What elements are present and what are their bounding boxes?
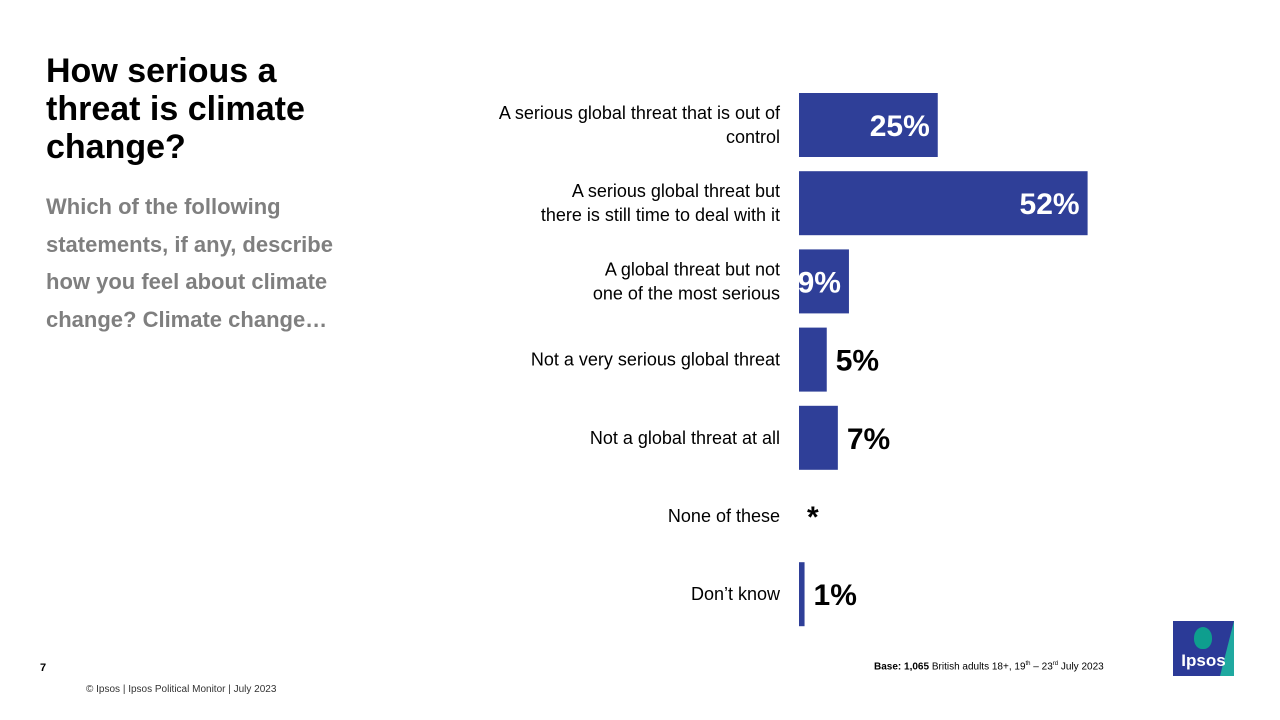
page-number: 7 bbox=[40, 662, 47, 674]
ipsos-logo: Ipsos bbox=[1173, 621, 1234, 676]
category-label: A serious global threat but bbox=[572, 181, 780, 201]
category-label: one of the most serious bbox=[593, 283, 780, 303]
bar bbox=[799, 327, 827, 392]
category-label: A global threat but not bbox=[605, 259, 780, 279]
bar bbox=[799, 93, 938, 157]
base-text-1: British adults 18+, 19 bbox=[929, 661, 1026, 673]
value-label: 25% bbox=[870, 110, 930, 143]
bar bbox=[799, 405, 838, 470]
value-label: 1% bbox=[814, 579, 857, 612]
base-label: Base: bbox=[874, 661, 902, 673]
base-sup-1: th bbox=[1025, 661, 1031, 667]
question-subtitle: Which of the following statements, if an… bbox=[46, 194, 333, 332]
base-text-2: – 23 bbox=[1030, 661, 1053, 673]
bar bbox=[799, 562, 805, 627]
value-label: 5% bbox=[836, 345, 879, 378]
value-label: * bbox=[807, 501, 819, 534]
category-label: Don’t know bbox=[691, 584, 781, 604]
page-title: How serious a threat is climate change? bbox=[46, 52, 305, 166]
logo-head-icon bbox=[1194, 627, 1212, 649]
value-label: 9% bbox=[798, 266, 841, 299]
category-label: None of these bbox=[668, 506, 780, 526]
copyright-footer: © Ipsos | Ipsos Political Monitor | July… bbox=[86, 684, 277, 695]
logo-text: Ipsos bbox=[1181, 651, 1226, 670]
value-label: 52% bbox=[1020, 188, 1080, 221]
base-sup-2: rd bbox=[1052, 661, 1059, 667]
category-label: control bbox=[726, 127, 780, 147]
category-label: there is still time to deal with it bbox=[541, 205, 780, 225]
bar bbox=[799, 249, 849, 314]
category-label: Not a very serious global threat bbox=[531, 350, 780, 370]
base-count: 1,065 bbox=[904, 661, 930, 673]
base-text-3: July 2023 bbox=[1058, 661, 1104, 673]
value-label: 7% bbox=[847, 423, 890, 456]
category-label: Not a global threat at all bbox=[590, 428, 780, 448]
base-note: Base: 1,065 British adults 18+, 19th – 2… bbox=[874, 661, 1164, 672]
bar bbox=[799, 171, 1088, 236]
category-label: A serious global threat that is out of bbox=[499, 103, 781, 123]
logo-accent-wedge bbox=[1220, 621, 1234, 676]
